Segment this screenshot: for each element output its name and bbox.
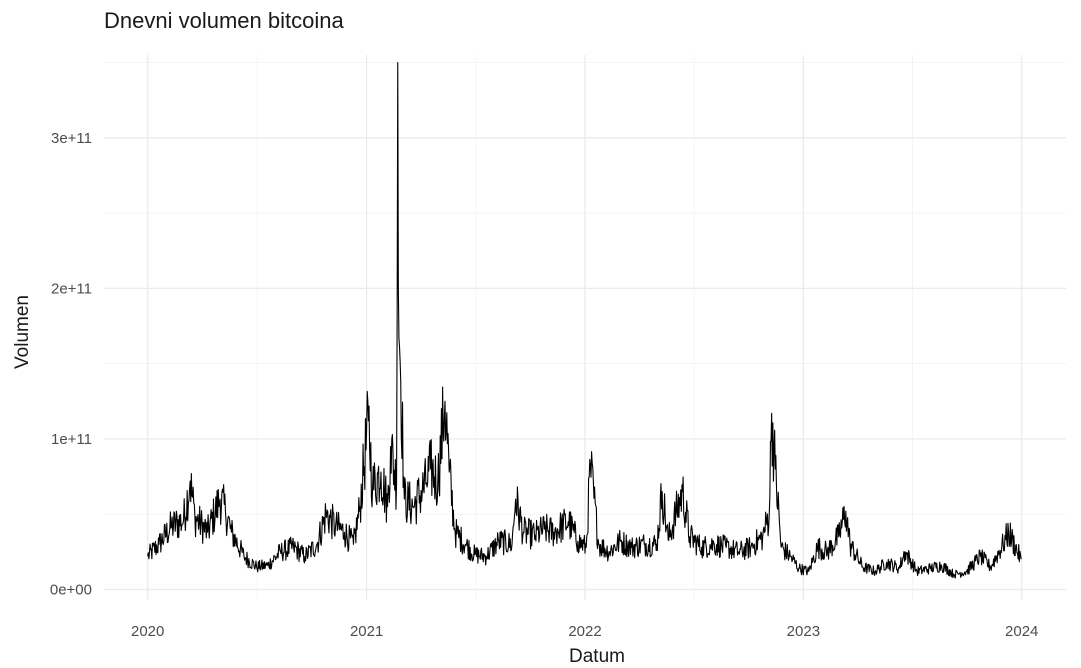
x-tick-label: 2022 <box>568 623 601 640</box>
grid <box>104 55 1066 600</box>
y-axis-ticks: 0e+00 1e+11 2e+11 3e+11 <box>50 130 92 599</box>
x-axis-ticks: 2020 2021 2022 2023 2024 <box>131 623 1038 640</box>
x-tick-label: 2020 <box>131 623 164 640</box>
y-tick-label: 1e+11 <box>51 431 92 448</box>
y-tick-label: 3e+11 <box>51 130 92 147</box>
series-line <box>147 61 1022 579</box>
x-tick-label: 2024 <box>1005 623 1038 640</box>
x-tick-label: 2021 <box>350 623 383 640</box>
x-axis-title: Datum <box>569 646 625 667</box>
x-tick-label: 2023 <box>787 623 820 640</box>
y-tick-label: 0e+00 <box>50 581 92 598</box>
chart-title: Dnevni volumen bitcoina <box>104 8 344 33</box>
y-axis-title: Volumen <box>12 295 33 369</box>
series-layer <box>147 61 1022 579</box>
y-tick-label: 2e+11 <box>51 280 92 297</box>
